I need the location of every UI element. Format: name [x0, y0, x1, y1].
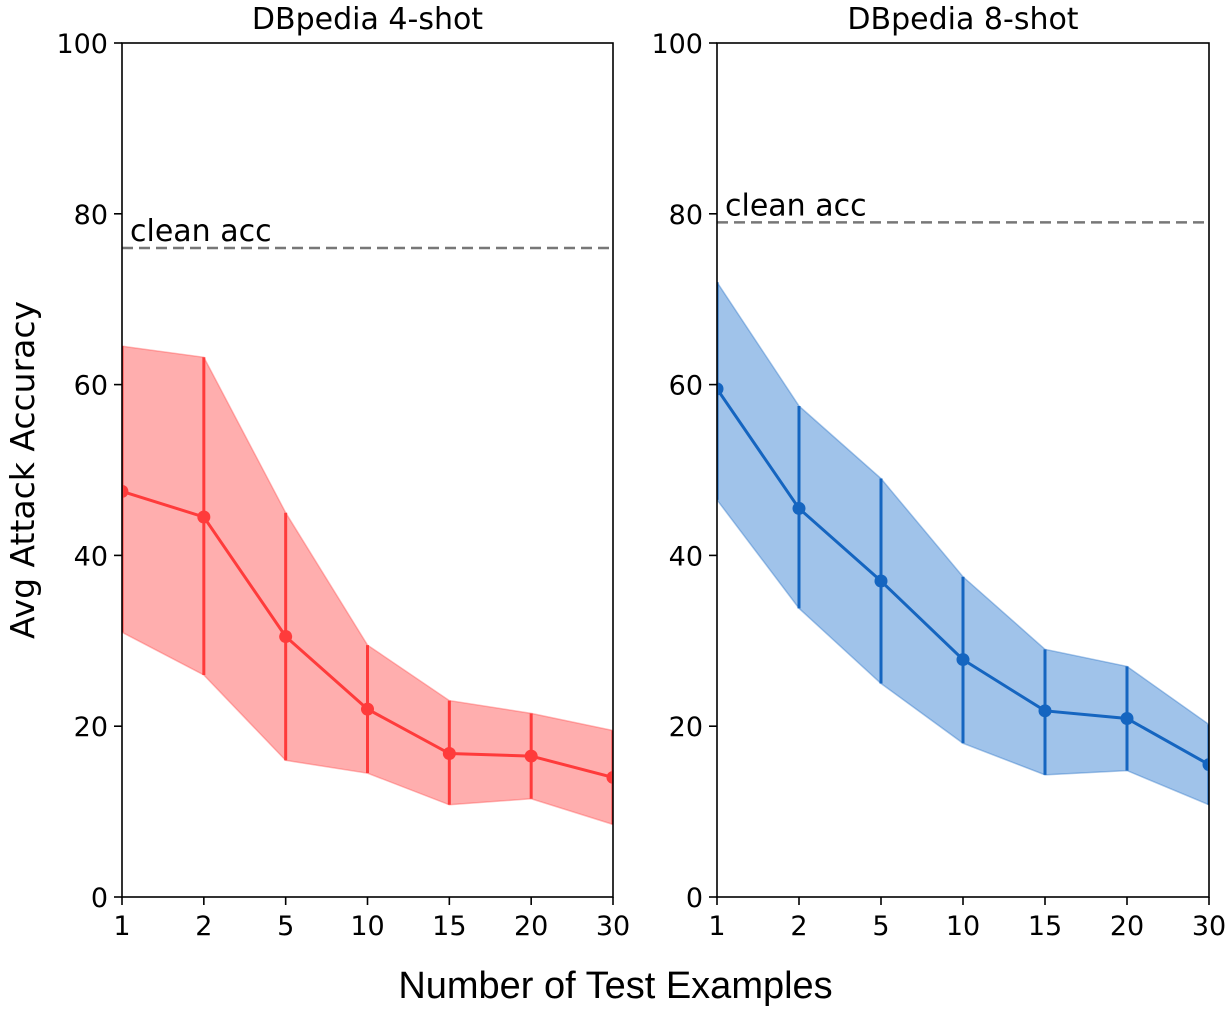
panel-1-x-tick-label-20: 20 [514, 911, 548, 942]
panel-1-data-point-20 [524, 749, 538, 763]
panel-2-x-tick-label-30: 30 [1192, 911, 1226, 942]
panel-1-y-tick-label-20: 20 [74, 712, 108, 743]
panel-1-data-point-10 [361, 702, 374, 716]
panel-1-data-point-1 [122, 484, 129, 498]
panel-2-data-point-20 [1120, 712, 1134, 726]
panel-2-clean-acc-label: clean acc [725, 188, 867, 223]
panel-1-data-point-15 [442, 747, 456, 761]
panel-1-confidence-band [122, 345, 613, 826]
panel-1-y-tick-label-40: 40 [74, 541, 108, 572]
panel-2-data-point-1 [717, 382, 724, 396]
panel-2-group: DBpedia 8-shot clean acc 0 20 40 60 80 100 1 2 5 10… [651, 2, 1226, 942]
panel-1-data-point-30 [606, 770, 613, 784]
panel-1-y-tick-label-80: 80 [74, 200, 108, 231]
panel-2-y-tick-label-60: 60 [669, 371, 703, 402]
panel-2-data-point-10 [956, 653, 970, 667]
y-axis-label: Avg Attack Accuracy [3, 301, 42, 639]
x-axis-label: Number of Test Examples [398, 965, 833, 1007]
panel-2-data-point-15 [1038, 704, 1052, 718]
panel-2-plot-area [717, 221, 1209, 806]
panel-1-clean-acc-label: clean acc [130, 214, 272, 249]
panel-2-data-point-5 [874, 574, 888, 588]
panel-2-x-tick-label-1: 1 [708, 911, 725, 942]
panel-2-y-tick-label-80: 80 [669, 200, 703, 231]
panel-2-title: DBpedia 8-shot [847, 2, 1078, 37]
panel-1-x-tick-label-10: 10 [350, 911, 384, 942]
panel-1-y-tick-label-100: 100 [56, 29, 108, 60]
panel-2-data-point-30 [1202, 758, 1209, 772]
panel-2-x-tick-label-20: 20 [1110, 911, 1144, 942]
panel-1-x-tick-label-1: 1 [113, 911, 130, 942]
panel-1-x-tick-label-30: 30 [596, 911, 630, 942]
panel-1-x-tick-label-15: 15 [432, 911, 466, 942]
panel-1-title: DBpedia 4-shot [252, 2, 483, 37]
panel-2-y-tick-label-20: 20 [669, 712, 703, 743]
panel-1-y-tick-label-60: 60 [74, 371, 108, 402]
panel-1-group: DBpedia 4-shot clean acc 0 20 40 60 80 100 1 2 5 10… [56, 2, 630, 942]
panel-2-x-tick-label-2: 2 [790, 911, 807, 942]
panel-2-x-tick-label-5: 5 [872, 911, 889, 942]
panel-1-data-point-5 [279, 630, 293, 644]
panel-1-x-tick-label-2: 2 [195, 911, 212, 942]
panel-2-confidence-band [717, 280, 1209, 806]
panel-1-y-tick-label-0: 0 [91, 883, 108, 914]
panel-2-y-tick-label-0: 0 [686, 883, 703, 914]
panel-1-x-tick-label-5: 5 [277, 911, 294, 942]
panel-1-plot-area [122, 246, 613, 826]
panel-2-x-tick-label-10: 10 [946, 911, 980, 942]
panel-2-data-point-2 [792, 501, 806, 515]
panel-2-x-tick-label-15: 15 [1028, 911, 1062, 942]
panel-2-y-tick-label-40: 40 [669, 541, 703, 572]
panel-2-y-tick-label-100: 100 [651, 29, 703, 60]
panel-1-data-point-2 [197, 510, 211, 524]
